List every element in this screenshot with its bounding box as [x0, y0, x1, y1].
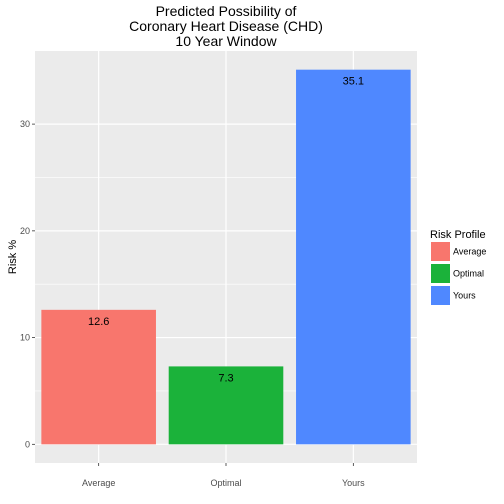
legend-title: Risk Profile: [430, 229, 486, 241]
legend-key-average: [431, 242, 450, 261]
y-tick-label: 0: [25, 439, 30, 449]
x-tick-label: Average: [82, 478, 115, 488]
x-axis: Average Optimal Yours: [82, 463, 365, 488]
legend-key-yours: [431, 286, 450, 305]
bar-value-label: 7.3: [218, 372, 233, 384]
bar-yours: [296, 69, 411, 445]
chart-title-line-3: 10 Year Window: [175, 33, 277, 49]
legend-label: Optimal: [453, 269, 484, 279]
y-tick-label: 30: [20, 119, 30, 129]
y-tick-label: 10: [20, 333, 30, 343]
chart-title-line-1: Predicted Possibility of: [156, 3, 297, 19]
chart-title: Predicted Possibility of Coronary Heart …: [129, 3, 323, 49]
bars: [41, 69, 411, 445]
bar-optimal: [168, 366, 284, 445]
y-axis: 0 10 20 30: [20, 119, 35, 449]
bar-value-label: 35.1: [343, 76, 364, 88]
legend: Risk Profile Average Optimal Yours: [430, 229, 486, 305]
bar-average: [41, 309, 156, 445]
y-axis-title: Risk %: [7, 240, 19, 274]
x-tick-label: Optimal: [210, 478, 241, 488]
legend-label: Yours: [453, 291, 476, 301]
bar-value-labels: 12.6 7.3 35.1: [88, 76, 364, 385]
x-tick-label: Yours: [342, 478, 365, 488]
legend-key-optimal: [431, 264, 450, 283]
bar-value-label: 12.6: [88, 316, 109, 328]
y-tick-label: 20: [20, 226, 30, 236]
legend-label: Average: [453, 247, 486, 257]
chart-title-line-2: Coronary Heart Disease (CHD): [129, 18, 323, 34]
